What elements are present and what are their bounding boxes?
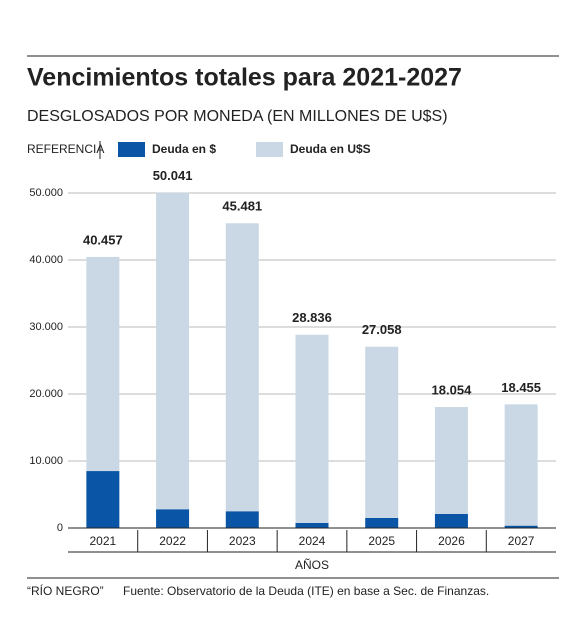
x-tick-label: 2026 (438, 534, 465, 548)
bar-segment (86, 256, 120, 472)
legend-label: Deuda en $ (152, 142, 216, 156)
bar-segment (365, 346, 399, 518)
bar-segment (86, 471, 120, 528)
legend-swatch (256, 142, 283, 157)
bar-segment (225, 511, 259, 528)
bar-segment (225, 223, 259, 512)
source-credit: “RÍO NEGRO” (27, 583, 104, 598)
x-tick-label: 2025 (368, 534, 395, 548)
x-axis-label: AÑOS (295, 558, 329, 572)
source: Fuente: Observatorio de la Deuda (ITE) e… (123, 584, 489, 598)
total-label: 18.054 (432, 382, 473, 397)
y-tick-label: 20.000 (29, 388, 63, 400)
total-label: 50.041 (153, 168, 193, 183)
y-tick-label: 0 (57, 522, 63, 534)
x-tick-label: 2024 (299, 534, 326, 548)
total-label: 28.836 (292, 310, 332, 325)
bar-segment (295, 334, 329, 523)
chart-subtitle: DESGLOSADOS POR MONEDA (EN MILLONES DE U… (27, 108, 448, 125)
y-tick-label: 30.000 (29, 321, 63, 333)
bar-segment (365, 517, 399, 528)
total-label: 40.457 (83, 232, 123, 247)
bar-segment (434, 513, 468, 528)
x-tick-label: 2027 (508, 534, 535, 548)
legend-label: Deuda en U$S (290, 142, 371, 156)
bar-segment (504, 404, 538, 526)
bar-segment (504, 525, 538, 528)
bar-segment (295, 522, 329, 528)
bar-segment (156, 509, 190, 528)
total-label: 45.481 (222, 199, 262, 214)
legend-swatch (118, 142, 145, 157)
total-label: 18.455 (501, 380, 541, 395)
x-tick-label: 2021 (90, 534, 117, 548)
total-label: 27.058 (362, 322, 402, 337)
y-tick-label: 40.000 (29, 254, 63, 266)
x-tick-label: 2023 (229, 534, 256, 548)
x-tick-label: 2022 (159, 534, 186, 548)
legend-title: REFERENCIA (27, 142, 104, 156)
y-tick-label: 10.000 (29, 455, 63, 467)
bar-segment (156, 192, 190, 510)
chart-title: Vencimientos totales para 2021-2027 (27, 64, 462, 92)
bar-segment (434, 407, 468, 514)
y-tick-label: 50.000 (29, 187, 63, 199)
